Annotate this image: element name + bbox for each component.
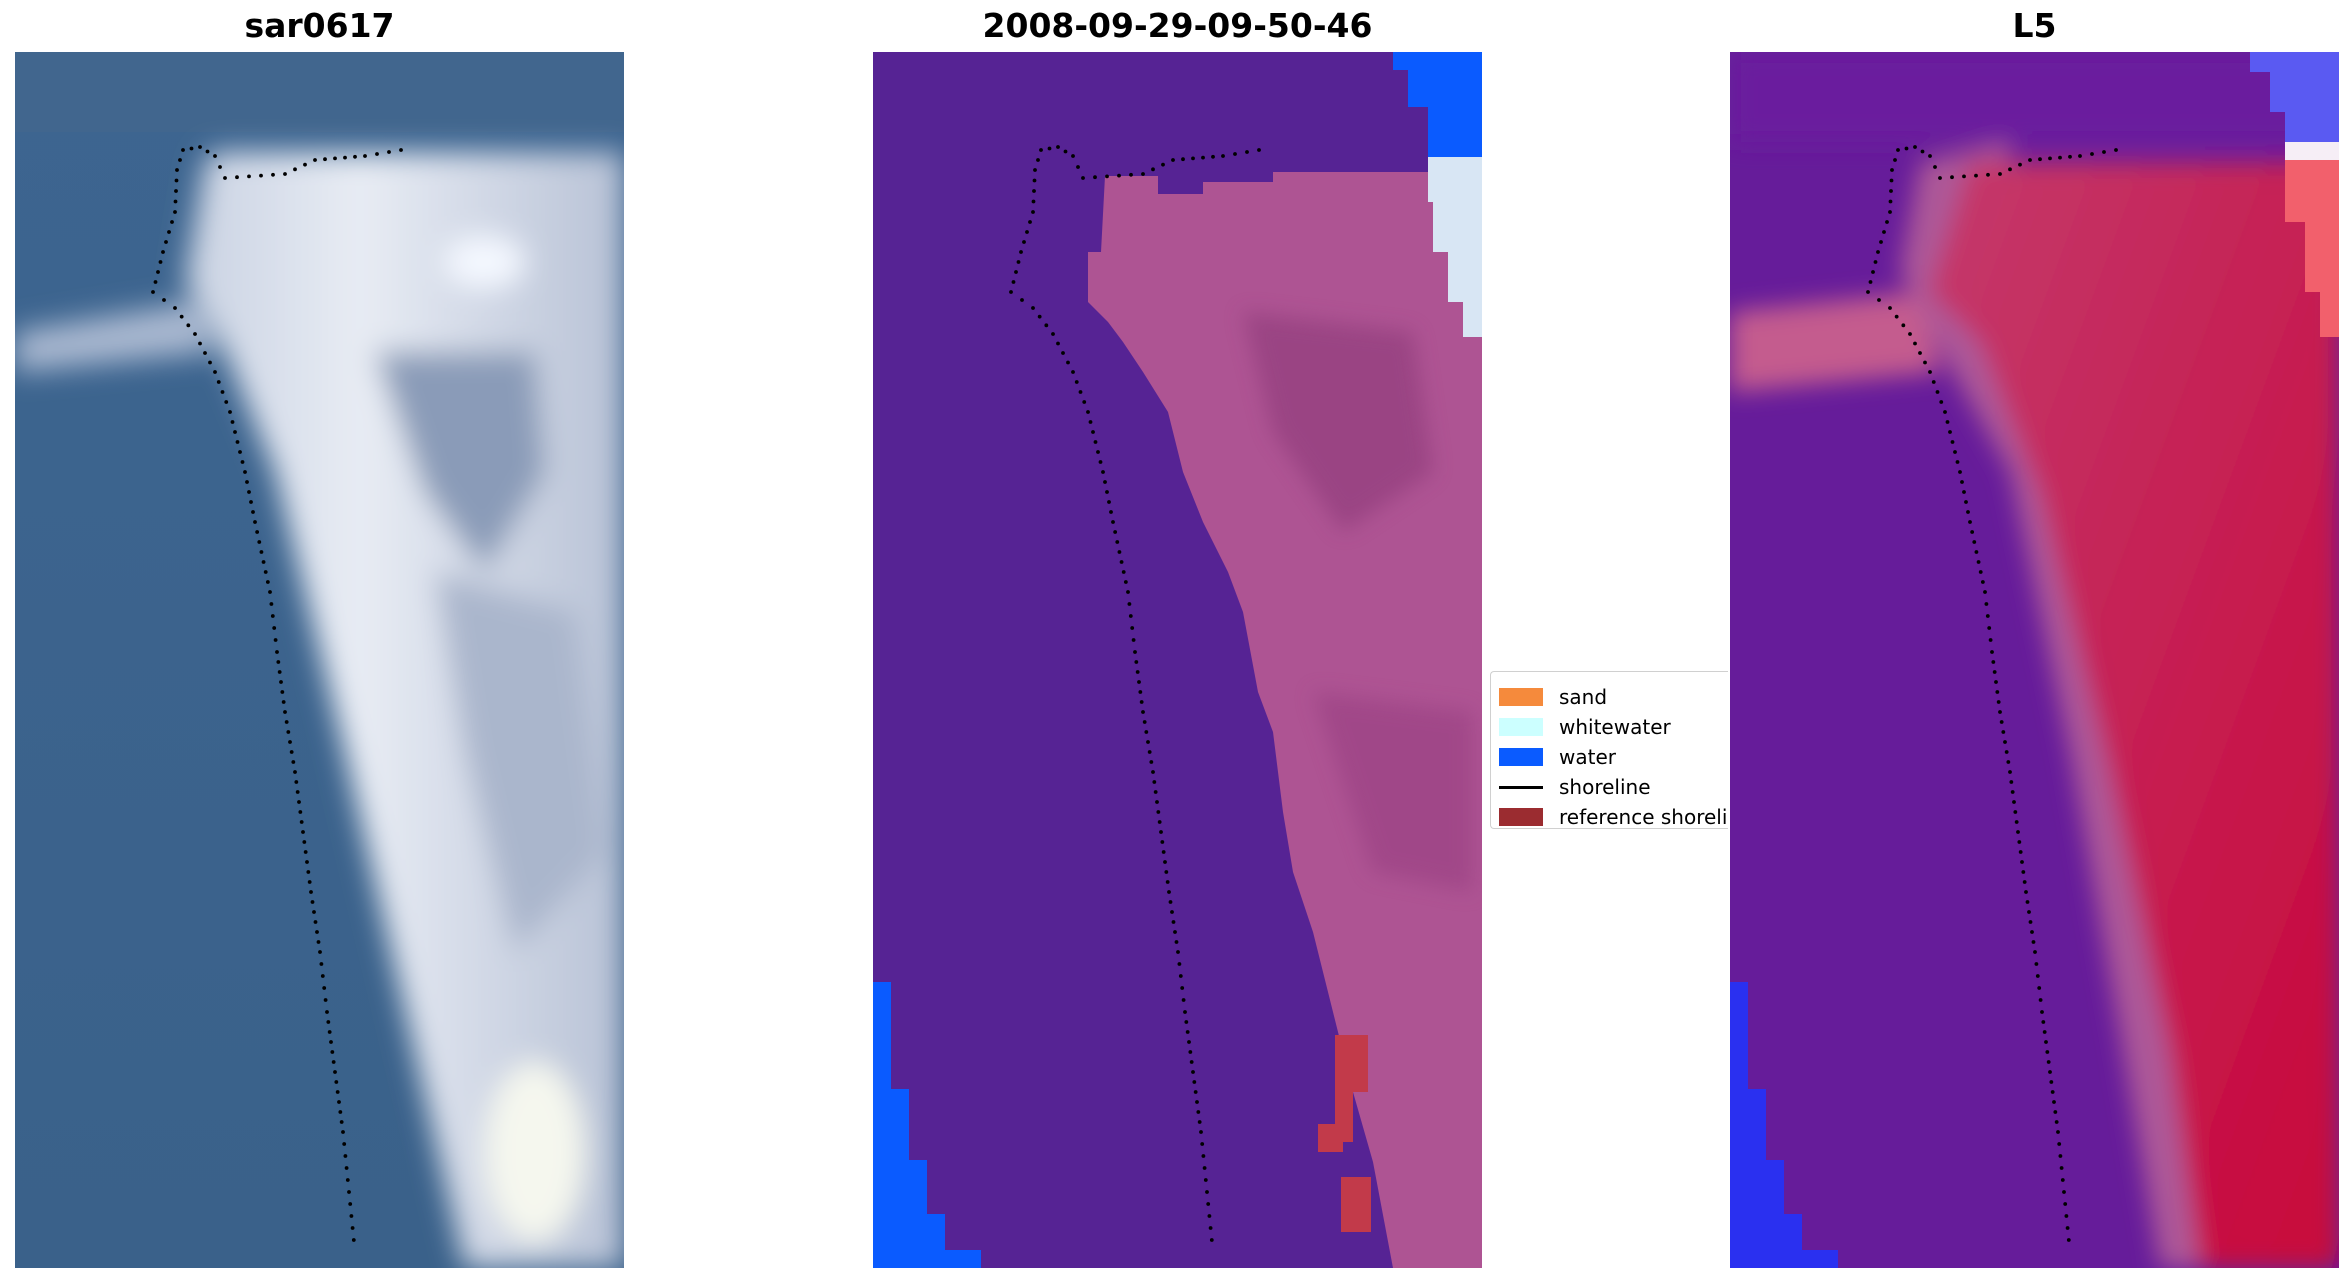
panel-title-l5: L5	[2012, 6, 2057, 45]
legend-item-shoreline: shoreline	[1499, 775, 1651, 799]
legend: sand whitewater water shoreline referenc…	[1490, 671, 1728, 829]
legend-swatch-sand	[1499, 688, 1543, 706]
legend-label-sand: sand	[1559, 685, 1608, 709]
l5-panel	[1730, 52, 2339, 1268]
classification-panel	[873, 52, 1482, 1268]
legend-line-shoreline	[1499, 785, 1543, 789]
panel-title-classification: 2008-09-29-09-50-46	[982, 6, 1373, 45]
legend-item-reference-shoreline: reference shoreline	[1499, 805, 1728, 829]
l5-image	[1730, 52, 2339, 1268]
legend-label-water: water	[1559, 745, 1616, 769]
legend-label-shoreline: shoreline	[1559, 775, 1651, 799]
legend-label-whitewater: whitewater	[1559, 715, 1671, 739]
classification-image	[873, 52, 1482, 1268]
legend-item-water: water	[1499, 745, 1616, 769]
legend-swatch-reference-shoreline	[1499, 808, 1543, 826]
legend-item-whitewater: whitewater	[1499, 715, 1671, 739]
rgb-image-panel	[15, 52, 624, 1268]
legend-item-sand: sand	[1499, 685, 1607, 709]
rgb-image	[15, 52, 624, 1268]
legend-swatch-water	[1499, 748, 1543, 766]
panel-title-rgb: sar0617	[244, 6, 395, 45]
legend-swatch-whitewater	[1499, 718, 1543, 736]
legend-label-reference-shoreline: reference shoreline	[1559, 805, 1728, 829]
